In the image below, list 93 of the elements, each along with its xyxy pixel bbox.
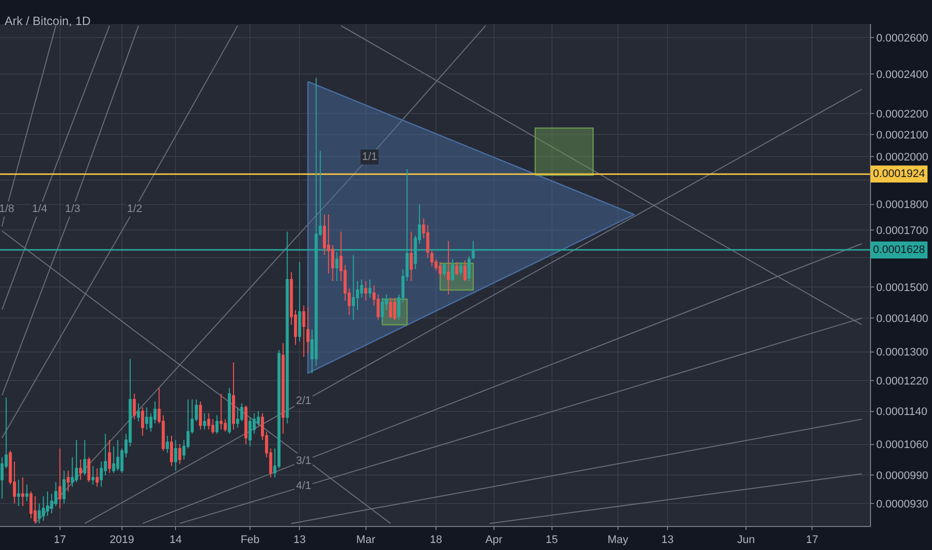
candlestick — [207, 412, 210, 430]
series-label: 1/1 — [362, 151, 378, 163]
candlestick — [298, 261, 302, 342]
y-tick-label: 0.0001500 — [876, 282, 928, 294]
candlestick — [446, 240, 450, 296]
x-tick-label: 13 — [294, 534, 306, 546]
candlestick — [116, 439, 120, 472]
series-label: 4/1 — [296, 480, 312, 492]
candlestick — [380, 297, 384, 322]
candlestick — [368, 278, 372, 298]
candlestick — [438, 261, 442, 278]
y-tick-label: 0.0002600 — [876, 32, 928, 45]
candlestick — [62, 470, 66, 504]
candlestick — [170, 435, 174, 467]
candlestick — [228, 388, 231, 434]
candlestick — [141, 406, 144, 436]
candlestick — [21, 477, 24, 506]
candlestick — [91, 466, 95, 485]
x-tick-label: 2019 — [110, 534, 134, 546]
candlestick — [393, 297, 396, 320]
candlestick — [145, 406, 148, 430]
series-label: 1/3 — [65, 203, 80, 215]
candlestick — [17, 479, 20, 506]
x-tick-label: 17 — [806, 534, 818, 546]
x-tick-label: 14 — [170, 534, 182, 546]
x-tick-label: Jun — [737, 534, 755, 546]
candlestick — [451, 258, 454, 282]
candlestick — [132, 393, 136, 420]
candlestick — [79, 458, 82, 480]
chart-title: Ark / Bitcoin, 1D — [4, 14, 92, 28]
y-tick-label: 0.0001400 — [876, 313, 928, 326]
y-tick-label: 0.0001220 — [876, 375, 928, 388]
y-tick-label: 0.0002400 — [876, 68, 928, 81]
x-tick-label: May — [608, 534, 629, 546]
candlestick — [66, 470, 70, 492]
candlestick — [178, 444, 182, 464]
y-tick-label: 0.0002000 — [876, 151, 928, 164]
y-tick-label: 0.0001140 — [876, 406, 928, 418]
candlestick — [25, 484, 28, 502]
y-tick-label: 0.0001060 — [876, 439, 928, 452]
candlestick — [236, 406, 240, 428]
y-tick-label: 0.0000930 — [876, 498, 928, 510]
candlestick — [364, 280, 368, 302]
candlestick — [166, 435, 169, 454]
x-tick-label: 18 — [430, 534, 442, 546]
x-tick-label: 13 — [661, 534, 674, 546]
candlestick — [58, 448, 62, 509]
candlestick — [83, 439, 86, 476]
series-label: 1/4 — [32, 203, 48, 215]
ref-line-label: 0.0001628 — [873, 244, 925, 256]
candlestick — [34, 496, 37, 524]
candlestick — [282, 342, 285, 434]
candlestick — [306, 306, 310, 354]
candlestick — [455, 261, 458, 276]
candlestick — [203, 412, 206, 430]
candlestick — [244, 404, 248, 445]
ref-line-label: 0.0001924 — [873, 168, 925, 180]
series-label: 1/2 — [127, 203, 142, 215]
y-tick-label: 0.0001300 — [876, 346, 928, 359]
y-tick-label: 0.0001800 — [876, 199, 928, 212]
series-label: 2/1 — [296, 395, 312, 407]
x-tick-label: Mar — [356, 534, 376, 546]
series-label: 1/8 — [0, 203, 14, 215]
candlestick — [430, 250, 434, 267]
y-tick-label: 0.0001700 — [876, 225, 928, 238]
y-tick-label: 0.0000990 — [876, 470, 928, 482]
series-label: 3/1 — [296, 455, 312, 467]
candlestick — [459, 261, 462, 276]
candlestick — [352, 254, 355, 320]
x-tick-label: Apr — [485, 534, 503, 546]
candlestick — [87, 456, 90, 483]
candlestick — [42, 496, 45, 522]
candlestick — [96, 468, 99, 488]
candlestick — [248, 416, 252, 447]
candlestick — [136, 402, 140, 422]
candlestick — [108, 439, 112, 474]
candlestick — [220, 393, 223, 430]
candlestick — [302, 304, 306, 358]
candlestick — [442, 262, 446, 277]
candlestick — [232, 362, 236, 430]
candlestick — [174, 439, 178, 472]
candlestick — [468, 256, 471, 282]
candlestick — [215, 414, 218, 434]
y-tick-label: 0.0002100 — [876, 129, 928, 142]
x-tick-label: 15 — [546, 534, 558, 546]
candlestick — [74, 439, 78, 483]
x-tick-label: 17 — [54, 534, 66, 546]
candlestick — [410, 231, 413, 282]
candlestick — [198, 400, 202, 430]
candlestick — [463, 260, 466, 282]
y-tick-label: 0.0002200 — [876, 108, 928, 120]
candlestick — [389, 297, 392, 319]
x-tick-label: Feb — [240, 534, 260, 546]
